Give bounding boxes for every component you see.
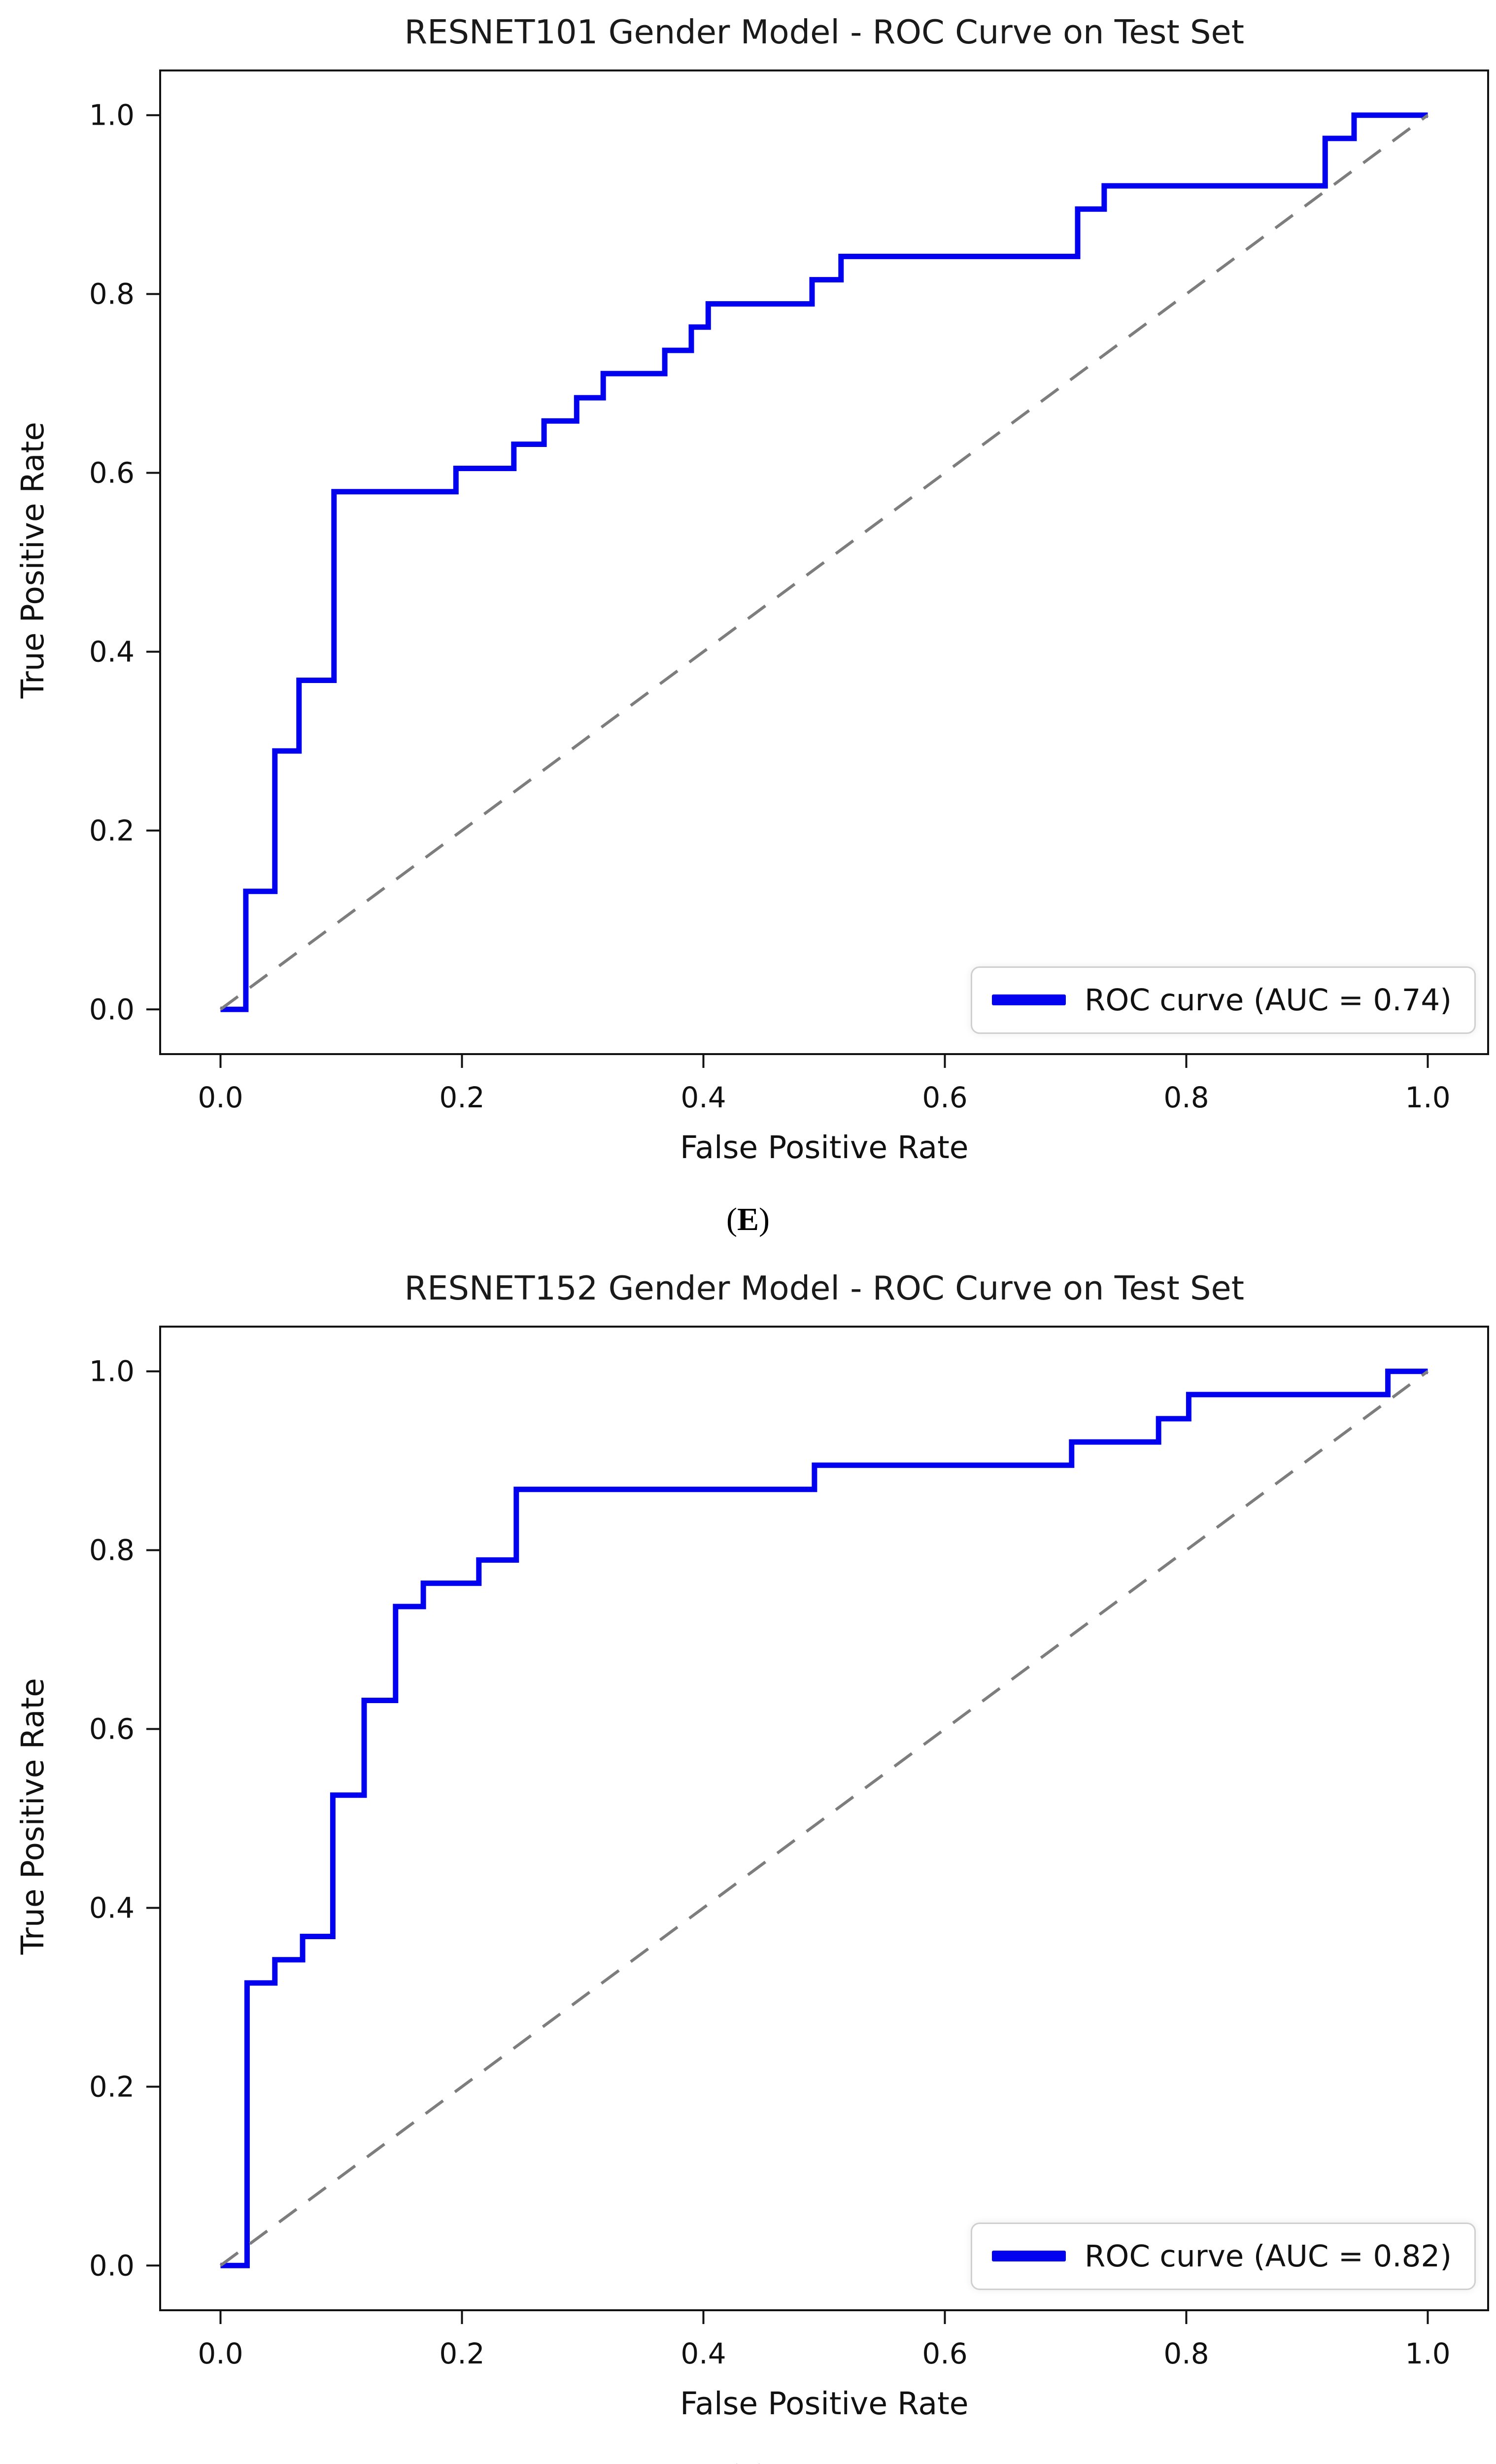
caption-paren-open: ( [727,2458,738,2464]
x-tick-label: 1.0 [1405,2337,1450,2370]
x-tick-label: 0.4 [680,2337,726,2370]
chart-title: RESNET152 Gender Model - ROC Curve on Te… [404,1269,1245,1307]
chart-title: RESNET101 Gender Model - ROC Curve on Te… [404,13,1245,51]
y-tick-label: 1.0 [89,1355,135,1388]
y-tick-label: 0.2 [89,814,135,847]
y-tick-label: 0.2 [89,2070,135,2103]
caption-letter: F [738,2458,758,2464]
y-tick-label: 0.6 [89,456,135,490]
figure-caption: (F) [0,2457,1496,2464]
y-tick-label: 0.4 [89,1891,135,1924]
caption-letter: E [737,1201,759,1237]
y-tick-label: 0.4 [89,635,135,668]
chance-diagonal-line [219,1370,1429,2267]
figure-f-roc-chart: RESNET152 Gender Model - ROC Curve on Te… [0,1256,1496,2464]
x-tick-label: 0.4 [680,1081,726,1114]
y-tick-label: 0.6 [89,1712,135,1746]
roc-curve-legend-swatch [992,2251,1066,2262]
legend: ROC curve (AUC = 0.74) [971,966,1476,1034]
y-tick-label: 0.8 [89,277,135,311]
caption-paren-open: ( [726,1201,737,1237]
plot-border [159,1326,1489,2311]
x-tick-label: 0.8 [1163,1081,1209,1114]
x-tick-label: 0.2 [439,1081,484,1114]
figure-caption: (E) [0,1201,1496,1238]
x-axis-label: False Positive Rate [680,2385,969,2422]
x-tick-label: 1.0 [1405,1081,1450,1114]
caption-paren-close: ) [759,1201,770,1237]
y-tick-label: 0.8 [89,1534,135,1567]
roc-curve-legend-swatch [992,994,1066,1006]
y-tick-label: 1.0 [89,99,135,132]
roc-curve-line [220,112,1428,1012]
y-tick-label: 0.0 [89,992,135,1026]
chance-diagonal-line [219,114,1429,1011]
roc-plot-area: 0.0 0.2 0.4 0.6 0.8 1.0 0.0 0.2 0.4 0.6 0.8 1.0 [89,1326,1489,2370]
roc-curve-line [220,1369,1428,2268]
x-axis-label: False Positive Rate [680,1129,969,1165]
x-tick-label: 0.0 [198,1081,243,1114]
x-tick-label: 0.6 [922,1081,967,1114]
plot-border [159,69,1489,1055]
figure-e-roc-chart: RESNET101 Gender Model - ROC Curve on Te… [0,13,1496,1238]
legend-label: ROC curve (AUC = 0.82) [1085,2238,1452,2274]
x-tick-label: 0.8 [1163,2337,1209,2370]
x-tick-label: 0.6 [922,2337,967,2370]
x-tick-label: 0.2 [439,2337,484,2370]
legend: ROC curve (AUC = 0.82) [971,2222,1476,2290]
y-tick-label: 0.0 [89,2249,135,2282]
legend-label: ROC curve (AUC = 0.74) [1085,982,1452,1018]
caption-paren-close: ) [758,2458,769,2464]
roc-plot-area: 0.0 0.2 0.4 0.6 0.8 1.0 0.0 0.2 0.4 0.6 0.8 1.0 [89,69,1489,1114]
x-tick-label: 0.0 [198,2337,243,2370]
